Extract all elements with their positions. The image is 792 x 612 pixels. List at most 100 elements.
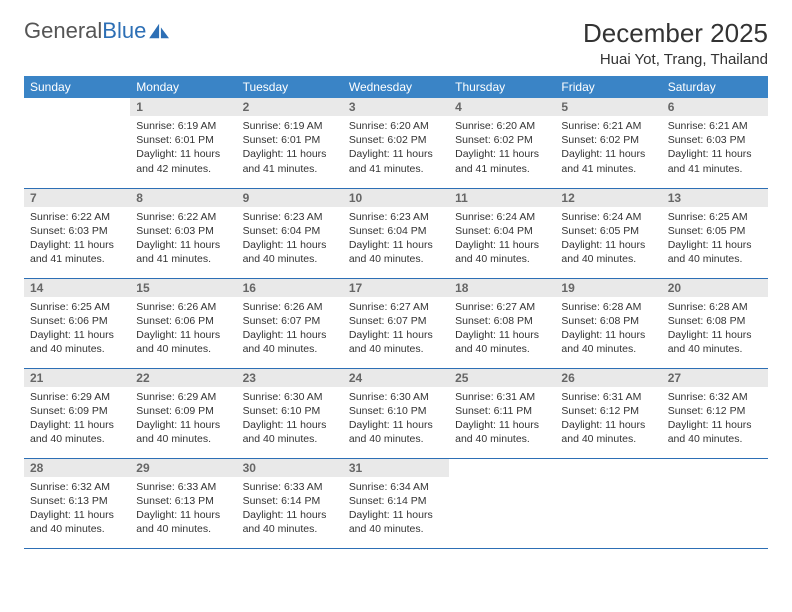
daylight-text: Daylight: 11 hours and 40 minutes. [136, 418, 230, 446]
calendar-row: 7Sunrise: 6:22 AMSunset: 6:03 PMDaylight… [24, 188, 768, 278]
sunrise-text: Sunrise: 6:32 AM [30, 480, 124, 494]
sunrise-text: Sunrise: 6:21 AM [561, 119, 655, 133]
daylight-text: Daylight: 11 hours and 41 minutes. [243, 147, 337, 175]
header: GeneralBlue December 2025 Huai Yot, Tran… [24, 18, 768, 68]
calendar-cell: 26Sunrise: 6:31 AMSunset: 6:12 PMDayligh… [555, 368, 661, 458]
day-number: 12 [555, 189, 661, 207]
sunrise-text: Sunrise: 6:25 AM [668, 210, 762, 224]
calendar-cell: 16Sunrise: 6:26 AMSunset: 6:07 PMDayligh… [237, 278, 343, 368]
day-number: 27 [662, 369, 768, 387]
sunrise-text: Sunrise: 6:22 AM [136, 210, 230, 224]
calendar-cell: 27Sunrise: 6:32 AMSunset: 6:12 PMDayligh… [662, 368, 768, 458]
daylight-text: Daylight: 11 hours and 41 minutes. [349, 147, 443, 175]
logo-text: GeneralBlue [24, 18, 146, 44]
daylight-text: Daylight: 11 hours and 40 minutes. [349, 238, 443, 266]
calendar-cell: 9Sunrise: 6:23 AMSunset: 6:04 PMDaylight… [237, 188, 343, 278]
sunset-text: Sunset: 6:02 PM [349, 133, 443, 147]
sunset-text: Sunset: 6:14 PM [349, 494, 443, 508]
day-number: 21 [24, 369, 130, 387]
calendar-cell: 3Sunrise: 6:20 AMSunset: 6:02 PMDaylight… [343, 98, 449, 188]
day-body: Sunrise: 6:27 AMSunset: 6:08 PMDaylight:… [449, 297, 555, 361]
sunrise-text: Sunrise: 6:32 AM [668, 390, 762, 404]
day-number: 28 [24, 459, 130, 477]
sunrise-text: Sunrise: 6:20 AM [455, 119, 549, 133]
calendar-row: 1Sunrise: 6:19 AMSunset: 6:01 PMDaylight… [24, 98, 768, 188]
sunset-text: Sunset: 6:14 PM [243, 494, 337, 508]
day-body: Sunrise: 6:19 AMSunset: 6:01 PMDaylight:… [130, 116, 236, 180]
daylight-text: Daylight: 11 hours and 40 minutes. [455, 238, 549, 266]
day-number: 4 [449, 98, 555, 116]
day-number: 3 [343, 98, 449, 116]
sunrise-text: Sunrise: 6:29 AM [136, 390, 230, 404]
day-number: 25 [449, 369, 555, 387]
day-number: 11 [449, 189, 555, 207]
sunset-text: Sunset: 6:02 PM [455, 133, 549, 147]
day-number: 8 [130, 189, 236, 207]
daylight-text: Daylight: 11 hours and 40 minutes. [561, 238, 655, 266]
sunrise-text: Sunrise: 6:34 AM [349, 480, 443, 494]
sunset-text: Sunset: 6:04 PM [349, 224, 443, 238]
sunset-text: Sunset: 6:05 PM [668, 224, 762, 238]
calendar-cell: 5Sunrise: 6:21 AMSunset: 6:02 PMDaylight… [555, 98, 661, 188]
sunset-text: Sunset: 6:09 PM [136, 404, 230, 418]
day-number: 24 [343, 369, 449, 387]
calendar-cell: 29Sunrise: 6:33 AMSunset: 6:13 PMDayligh… [130, 458, 236, 548]
sunset-text: Sunset: 6:10 PM [349, 404, 443, 418]
day-body: Sunrise: 6:30 AMSunset: 6:10 PMDaylight:… [343, 387, 449, 451]
calendar-cell: 13Sunrise: 6:25 AMSunset: 6:05 PMDayligh… [662, 188, 768, 278]
weekday-header: Tuesday [237, 76, 343, 98]
day-number: 19 [555, 279, 661, 297]
daylight-text: Daylight: 11 hours and 40 minutes. [243, 328, 337, 356]
sunset-text: Sunset: 6:05 PM [561, 224, 655, 238]
weekday-header: Friday [555, 76, 661, 98]
sunset-text: Sunset: 6:03 PM [136, 224, 230, 238]
sunset-text: Sunset: 6:12 PM [668, 404, 762, 418]
sunset-text: Sunset: 6:13 PM [30, 494, 124, 508]
weekday-header: Wednesday [343, 76, 449, 98]
day-body: Sunrise: 6:30 AMSunset: 6:10 PMDaylight:… [237, 387, 343, 451]
day-number: 10 [343, 189, 449, 207]
calendar-cell: 28Sunrise: 6:32 AMSunset: 6:13 PMDayligh… [24, 458, 130, 548]
sunset-text: Sunset: 6:02 PM [561, 133, 655, 147]
day-body: Sunrise: 6:21 AMSunset: 6:02 PMDaylight:… [555, 116, 661, 180]
calendar-row: 21Sunrise: 6:29 AMSunset: 6:09 PMDayligh… [24, 368, 768, 458]
calendar-cell: 7Sunrise: 6:22 AMSunset: 6:03 PMDaylight… [24, 188, 130, 278]
day-body: Sunrise: 6:33 AMSunset: 6:13 PMDaylight:… [130, 477, 236, 541]
calendar-cell: 14Sunrise: 6:25 AMSunset: 6:06 PMDayligh… [24, 278, 130, 368]
day-body: Sunrise: 6:33 AMSunset: 6:14 PMDaylight:… [237, 477, 343, 541]
calendar-cell: 10Sunrise: 6:23 AMSunset: 6:04 PMDayligh… [343, 188, 449, 278]
day-body: Sunrise: 6:27 AMSunset: 6:07 PMDaylight:… [343, 297, 449, 361]
calendar-cell [662, 458, 768, 548]
sunrise-text: Sunrise: 6:28 AM [561, 300, 655, 314]
title-block: December 2025 Huai Yot, Trang, Thailand [583, 18, 768, 68]
sunset-text: Sunset: 6:04 PM [455, 224, 549, 238]
day-number: 26 [555, 369, 661, 387]
weekday-header: Saturday [662, 76, 768, 98]
day-number: 31 [343, 459, 449, 477]
sunset-text: Sunset: 6:10 PM [243, 404, 337, 418]
day-body: Sunrise: 6:29 AMSunset: 6:09 PMDaylight:… [24, 387, 130, 451]
sunset-text: Sunset: 6:12 PM [561, 404, 655, 418]
calendar-cell: 20Sunrise: 6:28 AMSunset: 6:08 PMDayligh… [662, 278, 768, 368]
weekday-header: Thursday [449, 76, 555, 98]
daylight-text: Daylight: 11 hours and 40 minutes. [243, 508, 337, 536]
day-number: 5 [555, 98, 661, 116]
logo-sail-icon [149, 22, 171, 40]
sunrise-text: Sunrise: 6:21 AM [668, 119, 762, 133]
daylight-text: Daylight: 11 hours and 40 minutes. [349, 418, 443, 446]
sunrise-text: Sunrise: 6:30 AM [243, 390, 337, 404]
sunrise-text: Sunrise: 6:19 AM [136, 119, 230, 133]
sunset-text: Sunset: 6:08 PM [561, 314, 655, 328]
day-body: Sunrise: 6:24 AMSunset: 6:04 PMDaylight:… [449, 207, 555, 271]
sunset-text: Sunset: 6:08 PM [455, 314, 549, 328]
day-number: 1 [130, 98, 236, 116]
day-body: Sunrise: 6:28 AMSunset: 6:08 PMDaylight:… [662, 297, 768, 361]
calendar-cell: 11Sunrise: 6:24 AMSunset: 6:04 PMDayligh… [449, 188, 555, 278]
sunrise-text: Sunrise: 6:23 AM [243, 210, 337, 224]
location: Huai Yot, Trang, Thailand [583, 51, 768, 68]
calendar-cell: 23Sunrise: 6:30 AMSunset: 6:10 PMDayligh… [237, 368, 343, 458]
calendar-cell: 21Sunrise: 6:29 AMSunset: 6:09 PMDayligh… [24, 368, 130, 458]
daylight-text: Daylight: 11 hours and 40 minutes. [136, 328, 230, 356]
sunrise-text: Sunrise: 6:26 AM [243, 300, 337, 314]
calendar-cell: 8Sunrise: 6:22 AMSunset: 6:03 PMDaylight… [130, 188, 236, 278]
